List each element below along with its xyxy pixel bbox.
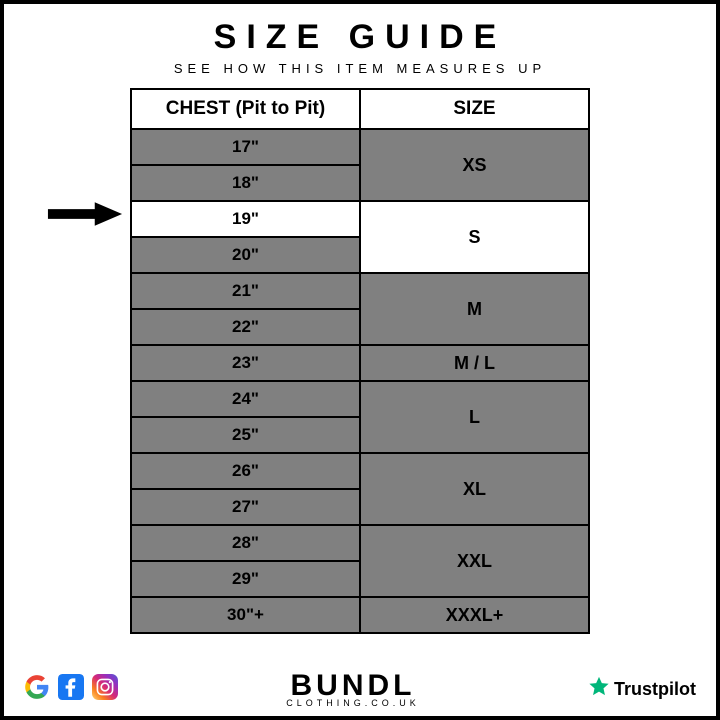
chest-cell: 23" (131, 345, 360, 381)
chest-cell: 20" (131, 237, 360, 273)
social-icons (24, 674, 118, 705)
chest-cell: 21" (131, 273, 360, 309)
facebook-icon (58, 674, 84, 705)
size-guide-table: CHEST (Pit to Pit) SIZE 17"XS18"19"S20"2… (130, 88, 590, 634)
chest-cell: 17" (131, 129, 360, 165)
chest-cell: 18" (131, 165, 360, 201)
chest-cell: 19" (131, 201, 360, 237)
size-cell: XXL (360, 525, 589, 597)
google-icon (24, 674, 50, 705)
trustpilot-star-icon (588, 676, 610, 703)
trustpilot-badge: Trustpilot (588, 676, 696, 703)
table-row: 26"XL (131, 453, 589, 489)
footer: BUNDL CLOTHING.CO.UK Trustpilot (4, 671, 716, 708)
table-row: 23"M / L (131, 345, 589, 381)
column-header-chest: CHEST (Pit to Pit) (131, 89, 360, 129)
column-header-size: SIZE (360, 89, 589, 129)
chest-cell: 22" (131, 309, 360, 345)
chest-cell: 28" (131, 525, 360, 561)
table-row: 21"M (131, 273, 589, 309)
table-row: 28"XXL (131, 525, 589, 561)
size-cell: M / L (360, 345, 589, 381)
table-row: 24"L (131, 381, 589, 417)
brand-logo: BUNDL CLOTHING.CO.UK (286, 671, 420, 708)
chest-cell: 25" (131, 417, 360, 453)
brand-name: BUNDL (286, 671, 420, 701)
page-subtitle: SEE HOW THIS ITEM MEASURES UP (174, 61, 546, 76)
size-cell: XS (360, 129, 589, 201)
chest-cell: 29" (131, 561, 360, 597)
table-header-row: CHEST (Pit to Pit) SIZE (131, 89, 589, 129)
chest-cell: 26" (131, 453, 360, 489)
table-row: 30"+XXXL+ (131, 597, 589, 633)
chest-cell: 27" (131, 489, 360, 525)
table-row: 19"S (131, 201, 589, 237)
size-cell: XL (360, 453, 589, 525)
size-cell: L (360, 381, 589, 453)
table-row: 17"XS (131, 129, 589, 165)
size-cell: XXXL+ (360, 597, 589, 633)
instagram-icon (92, 674, 118, 705)
arrow-indicator-icon (46, 199, 124, 229)
size-cell: S (360, 201, 589, 273)
size-cell: M (360, 273, 589, 345)
size-table-container: CHEST (Pit to Pit) SIZE 17"XS18"19"S20"2… (130, 88, 590, 634)
brand-url: CLOTHING.CO.UK (286, 699, 420, 708)
chest-cell: 30"+ (131, 597, 360, 633)
trustpilot-label: Trustpilot (614, 679, 696, 700)
chest-cell: 24" (131, 381, 360, 417)
page-title: SIZE GUIDE (214, 18, 507, 57)
